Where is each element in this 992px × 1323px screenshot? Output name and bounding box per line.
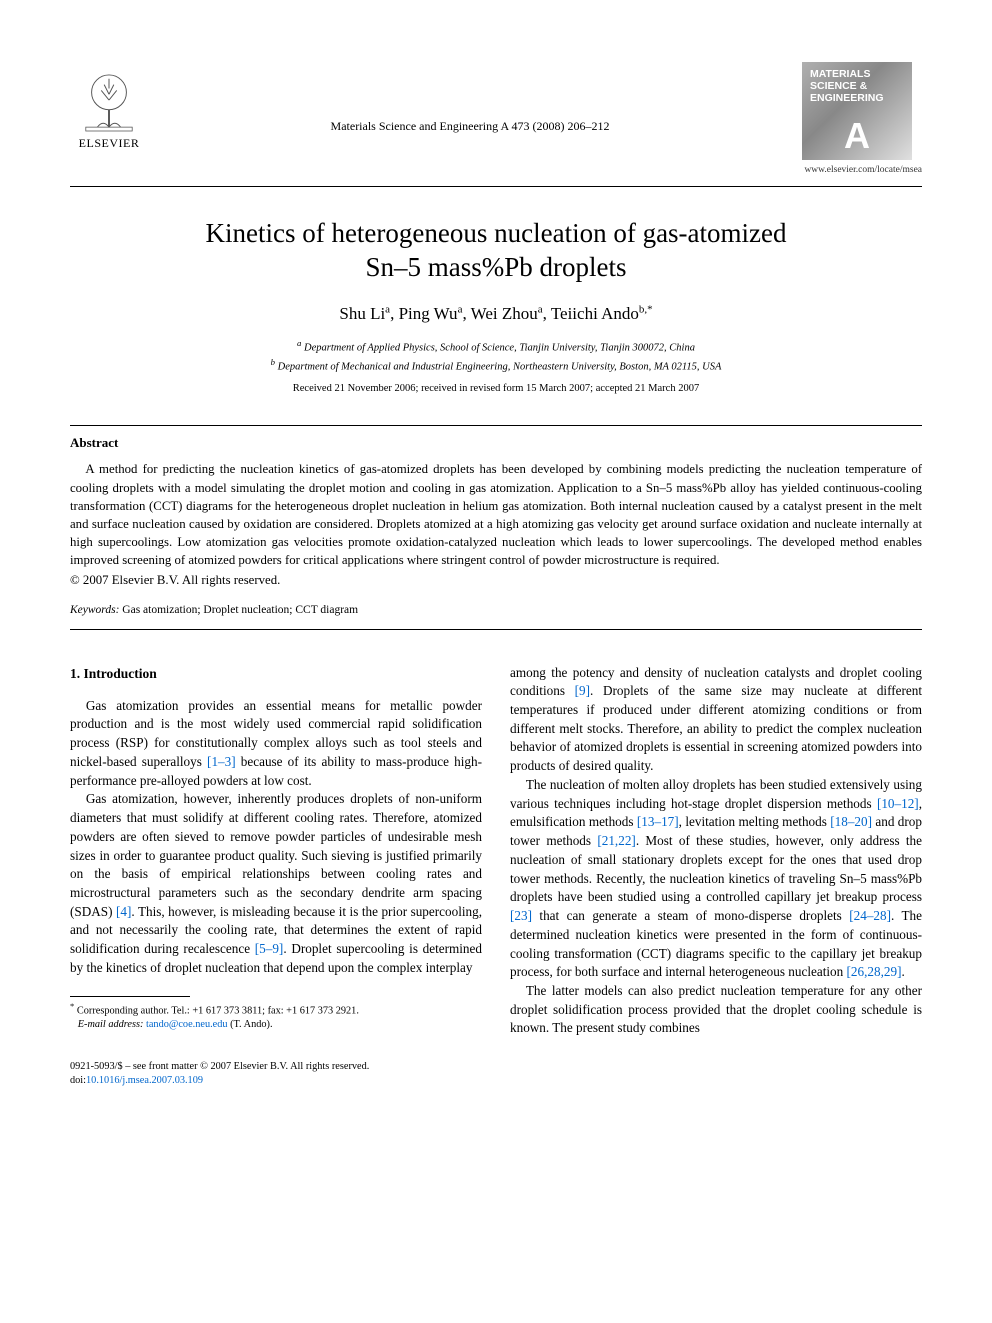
affiliation-a: Department of Applied Physics, School of… — [304, 342, 695, 353]
author: Teiichi Ando — [551, 304, 639, 323]
keywords: Keywords: Gas atomization; Droplet nucle… — [70, 602, 922, 619]
email-tail: (T. Ando). — [228, 1019, 273, 1030]
keywords-label: Keywords: — [70, 604, 119, 616]
paragraph: among the potency and density of nucleat… — [510, 664, 922, 776]
author-list: Shu Lia, Ping Wua, Wei Zhoua, Teiichi An… — [70, 302, 922, 327]
abstract-top-rule — [70, 425, 922, 426]
article-dates: Received 21 November 2006; received in r… — [70, 381, 922, 396]
journal-logo-line: MATERIALS — [810, 68, 904, 80]
affiliation-b: Department of Mechanical and Industrial … — [278, 362, 722, 373]
journal-logo-line: SCIENCE & — [810, 80, 904, 92]
title-line-2: Sn–5 mass%Pb droplets — [365, 252, 626, 282]
email-link[interactable]: tando@coe.neu.edu — [146, 1019, 228, 1030]
corresponding-footnote: * Corresponding author. Tel.: +1 617 373… — [70, 1001, 482, 1032]
abstract-heading: Abstract — [70, 434, 922, 453]
journal-url[interactable]: www.elsevier.com/locate/msea — [792, 164, 922, 178]
abstract-bottom-rule — [70, 629, 922, 630]
journal-logo-letter: A — [802, 115, 912, 156]
elsevier-tree-icon — [80, 71, 138, 133]
author-affil-sup: a — [538, 304, 543, 316]
author-affil-sup: a — [458, 304, 463, 316]
article-title: Kinetics of heterogeneous nucleation of … — [70, 217, 922, 285]
abstract-copyright: © 2007 Elsevier B.V. All rights reserved… — [70, 571, 922, 590]
corresponding-star: * — [647, 304, 653, 316]
journal-reference: Materials Science and Engineering A 473 … — [148, 62, 792, 135]
publisher-name: ELSEVIER — [79, 135, 140, 152]
author: Shu Li — [339, 304, 385, 323]
citation-link[interactable]: [24–28] — [849, 908, 891, 923]
journal-logo-line: ENGINEERING — [810, 92, 904, 104]
doi-link[interactable]: 10.1016/j.msea.2007.03.109 — [86, 1075, 203, 1086]
citation-link[interactable]: [1–3] — [207, 754, 236, 769]
author-affil-sup: b, — [639, 304, 647, 316]
citation-link[interactable]: [23] — [510, 908, 532, 923]
header-rule — [70, 186, 922, 187]
author: Ping Wu — [399, 304, 458, 323]
citation-link[interactable]: [18–20] — [830, 814, 872, 829]
citation-link[interactable]: [10–12] — [877, 796, 919, 811]
keywords-text: Gas atomization; Droplet nucleation; CCT… — [119, 604, 358, 616]
section-1-heading: 1. Introduction — [70, 664, 482, 683]
citation-link[interactable]: [9] — [575, 683, 590, 698]
affiliations: a Department of Applied Physics, School … — [70, 337, 922, 375]
body-columns: 1. Introduction Gas atomization provides… — [70, 664, 922, 1039]
paragraph: Gas atomization provides an essential me… — [70, 697, 482, 791]
doi-line: doi:10.1016/j.msea.2007.03.109 — [70, 1074, 922, 1088]
citation-link[interactable]: [21,22] — [597, 833, 635, 848]
citation-link[interactable]: [4] — [116, 904, 131, 919]
citation-link[interactable]: [13–17] — [637, 814, 679, 829]
journal-logo-block: MATERIALS SCIENCE & ENGINEERING A www.el… — [792, 62, 922, 178]
title-line-1: Kinetics of heterogeneous nucleation of … — [205, 218, 786, 248]
citation-link[interactable]: [26,28,29] — [847, 964, 902, 979]
abstract-body: A method for predicting the nucleation k… — [70, 460, 922, 569]
author-affil-sup: a — [385, 304, 390, 316]
citation-link[interactable]: [5–9] — [255, 941, 284, 956]
paragraph: The nucleation of molten alloy droplets … — [510, 776, 922, 982]
publisher-logo: ELSEVIER — [70, 62, 148, 152]
email-label: E-mail address: — [78, 1019, 144, 1030]
paragraph: Gas atomization, however, inherently pro… — [70, 790, 482, 977]
right-column: among the potency and density of nucleat… — [510, 664, 922, 1039]
footnote-text: Corresponding author. Tel.: +1 617 373 3… — [77, 1005, 359, 1016]
footnote-separator — [70, 996, 190, 997]
author: Wei Zhou — [471, 304, 538, 323]
page-header: ELSEVIER Materials Science and Engineeri… — [70, 62, 922, 178]
front-matter-block: 0921-5093/$ – see front matter © 2007 El… — [70, 1060, 922, 1088]
left-column: 1. Introduction Gas atomization provides… — [70, 664, 482, 1039]
paragraph: The latter models can also predict nucle… — [510, 982, 922, 1038]
front-matter-line: 0921-5093/$ – see front matter © 2007 El… — [70, 1060, 922, 1074]
doi-label: doi: — [70, 1075, 86, 1086]
journal-cover-icon: MATERIALS SCIENCE & ENGINEERING A — [802, 62, 912, 160]
